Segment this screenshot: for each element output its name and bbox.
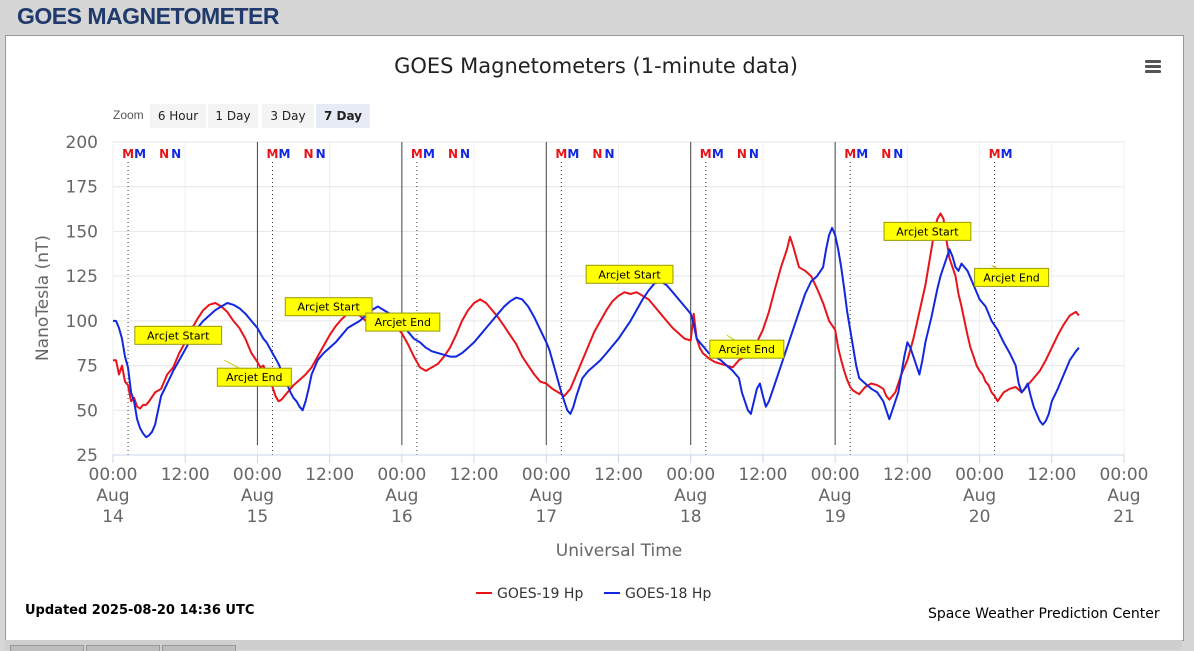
hamburger-menu-icon — [1145, 60, 1161, 63]
zoom-label: Zoom — [113, 108, 144, 122]
zoom-7-day-button[interactable]: 7 Day — [316, 104, 370, 128]
chart-menu-button[interactable] — [1142, 58, 1164, 78]
bottom-tab-strip — [5, 640, 1182, 650]
bottom-tab[interactable] — [162, 645, 236, 651]
page-header: GOES MAGNETOMETER — [0, 0, 1194, 34]
zoom-1-day-button[interactable]: 1 Day — [208, 104, 258, 128]
zoom-3-day-button[interactable]: 3 Day — [262, 104, 314, 128]
updated-timestamp: Updated 2025-08-20 14:36 UTC — [25, 603, 255, 618]
zoom-6-hour-button[interactable]: 6 Hour — [150, 104, 206, 128]
bottom-tab[interactable] — [86, 645, 160, 651]
page-title: GOES MAGNETOMETER — [17, 3, 280, 29]
credit-text: Space Weather Prediction Center — [928, 606, 1160, 622]
bottom-tab[interactable] — [10, 645, 84, 651]
